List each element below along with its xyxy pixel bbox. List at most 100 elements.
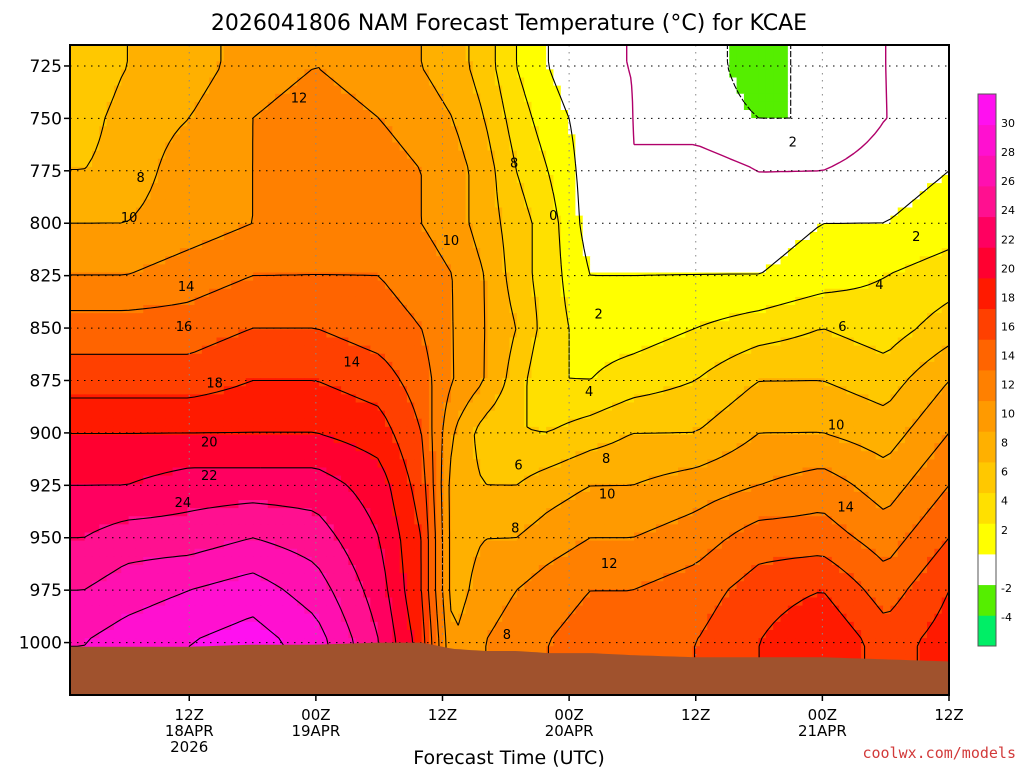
temperature-cell xyxy=(216,77,225,87)
temperature-cell xyxy=(289,345,298,355)
temperature-cell xyxy=(326,207,335,217)
temperature-cell xyxy=(414,223,423,233)
temperature-cell xyxy=(494,215,503,225)
temperature-cell xyxy=(450,142,459,152)
temperature-cell xyxy=(919,272,928,282)
temperature-cell xyxy=(84,207,93,217)
temperature-cell xyxy=(436,361,445,371)
temperature-cell xyxy=(443,353,452,363)
temperature-cell xyxy=(392,223,401,233)
temperature-cell xyxy=(553,361,562,371)
temperature-cell xyxy=(450,126,459,135)
temperature-cell xyxy=(275,101,284,111)
temperature-cell xyxy=(883,256,891,265)
temperature-cell xyxy=(941,256,949,265)
temperature-cell xyxy=(707,321,716,330)
temperature-cell xyxy=(165,158,174,168)
temperature-cell xyxy=(729,248,738,257)
temperature-cell xyxy=(341,191,349,200)
temperature-cell xyxy=(304,280,313,290)
temperature-cell xyxy=(677,118,686,127)
temperature-cell xyxy=(135,118,144,127)
temperature-cell xyxy=(406,370,415,379)
temperature-cell xyxy=(692,175,701,184)
temperature-cell xyxy=(934,118,943,127)
temperature-cell xyxy=(458,280,467,290)
temperature-cell xyxy=(751,370,760,379)
temperature-cell xyxy=(84,272,93,282)
temperature-cell xyxy=(172,370,181,379)
temperature-cell xyxy=(494,142,503,152)
temperature-cell xyxy=(179,150,188,160)
temperature-cell xyxy=(590,329,598,339)
temperature-cell xyxy=(780,305,789,314)
temperature-cell xyxy=(348,199,357,209)
temperature-cell xyxy=(905,248,913,257)
temperature-cell xyxy=(648,207,657,217)
temperature-cell xyxy=(707,53,716,62)
temperature-cell xyxy=(905,215,913,225)
temperature-cell xyxy=(604,256,613,265)
temperature-cell xyxy=(406,142,415,152)
temperature-cell xyxy=(282,183,291,192)
temperature-cell xyxy=(187,53,196,62)
temperature-cell xyxy=(436,329,445,339)
temperature-cell xyxy=(157,345,166,355)
temperature-cell xyxy=(326,361,335,371)
temperature-cell xyxy=(465,77,474,87)
temperature-cell xyxy=(656,353,664,363)
temperature-cell xyxy=(113,166,122,176)
temperature-cell xyxy=(560,288,569,298)
temperature-cell xyxy=(773,199,782,209)
temperature-cell xyxy=(839,61,848,70)
temperature-cell xyxy=(70,305,78,314)
temperature-cell xyxy=(795,101,804,111)
temperature-cell xyxy=(70,329,78,339)
temperature-cell xyxy=(839,280,848,290)
temperature-cell xyxy=(421,215,430,225)
temperature-cell xyxy=(619,240,628,249)
temperature-cell xyxy=(809,231,818,241)
temperature-cell xyxy=(802,288,811,298)
temperature-cell xyxy=(714,264,723,274)
temperature-cell xyxy=(516,61,525,70)
temperature-cell xyxy=(927,240,935,249)
temperature-cell xyxy=(297,93,305,103)
temperature-cell xyxy=(106,256,115,265)
temperature-cell xyxy=(84,150,93,160)
temperature-cell xyxy=(919,345,928,355)
temperature-cell xyxy=(465,296,474,306)
temperature-cell xyxy=(209,101,218,111)
temperature-cell xyxy=(201,280,210,290)
temperature-cell xyxy=(853,183,862,192)
temperature-cell xyxy=(883,142,891,152)
temperature-cell xyxy=(414,240,423,249)
temperature-cell xyxy=(494,110,503,119)
temperature-cell xyxy=(721,101,730,111)
temperature-cell xyxy=(179,142,188,152)
temperature-cell xyxy=(494,199,503,209)
temperature-cell xyxy=(260,256,269,265)
temperature-cell xyxy=(165,207,174,217)
temperature-cell xyxy=(77,321,86,330)
temperature-cell xyxy=(751,93,760,103)
temperature-cell xyxy=(260,215,269,225)
temperature-cell xyxy=(223,337,232,347)
temperature-cell xyxy=(502,69,511,79)
temperature-cell xyxy=(436,353,445,363)
temperature-cell xyxy=(135,378,144,387)
temperature-cell xyxy=(282,191,291,200)
temperature-cell xyxy=(392,272,401,282)
temperature-cell xyxy=(656,118,664,127)
temperature-cell xyxy=(304,207,313,217)
temperature-cell xyxy=(194,150,203,160)
temperature-cell xyxy=(853,69,862,79)
temperature-cell xyxy=(824,296,833,306)
temperature-cell xyxy=(304,85,313,95)
temperature-cell xyxy=(384,101,393,111)
temperature-cell xyxy=(817,248,826,257)
temperature-cell xyxy=(751,134,760,144)
temperature-cell xyxy=(238,77,247,87)
temperature-cell xyxy=(106,264,115,274)
temperature-cell xyxy=(99,77,108,87)
